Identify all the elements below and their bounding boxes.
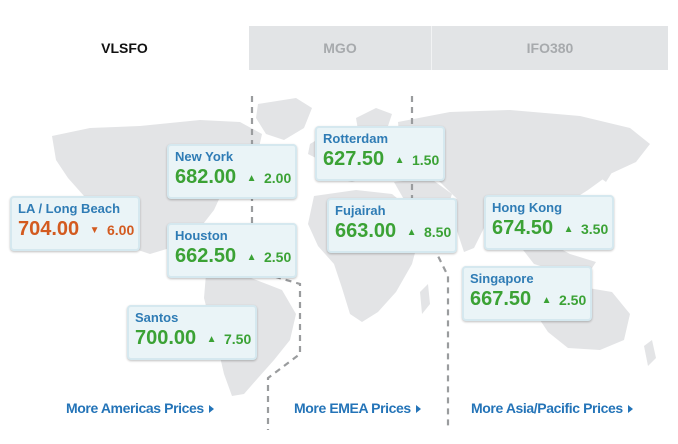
up-arrow-icon: ▲ — [246, 252, 257, 263]
fuel-type-tabs: VLSFO MGO IFO380 — [0, 26, 668, 70]
price-card-la-long-beach[interactable]: LA / Long Beach 704.00 ▼ 6.00 — [10, 196, 140, 251]
price-change: 1.50 — [411, 152, 440, 168]
more-asia-pacific-prices-link[interactable]: More Asia/Pacific Prices — [471, 400, 633, 416]
port-price: 662.50 — [175, 245, 237, 267]
port-price: 700.00 — [135, 327, 197, 349]
price-card-fujairah[interactable]: Fujairah 663.00 ▲ 8.50 — [327, 198, 457, 253]
link-label: More EMEA Prices — [294, 400, 411, 416]
up-arrow-icon: ▲ — [541, 295, 552, 306]
port-name: Rotterdam — [323, 131, 389, 146]
port-name: New York — [175, 149, 234, 164]
down-arrow-icon: ▼ — [89, 225, 100, 236]
port-name: Fujairah — [335, 203, 386, 218]
port-price: 663.00 — [335, 220, 397, 242]
tab-vlsfo[interactable]: VLSFO — [0, 26, 249, 70]
tab-mgo[interactable]: MGO — [249, 26, 432, 70]
price-change: 8.50 — [423, 224, 452, 240]
price-change: 2.50 — [263, 249, 292, 265]
chevron-right-icon — [415, 405, 421, 413]
port-price: 704.00 — [18, 218, 80, 240]
port-name: Houston — [175, 228, 228, 243]
port-name: Hong Kong — [492, 200, 563, 215]
tab-ifo380[interactable]: IFO380 — [432, 26, 668, 70]
port-name: Singapore — [470, 271, 534, 286]
price-card-hong-kong[interactable]: Hong Kong 674.50 ▲ 3.50 — [484, 195, 614, 250]
up-arrow-icon: ▲ — [394, 155, 405, 166]
port-name: LA / Long Beach — [18, 201, 121, 216]
port-price: 667.50 — [470, 288, 532, 310]
more-emea-prices-link[interactable]: More EMEA Prices — [294, 400, 421, 416]
link-label: More Asia/Pacific Prices — [471, 400, 623, 416]
price-change: 2.00 — [263, 170, 292, 186]
price-change: 3.50 — [580, 221, 609, 237]
port-price: 674.50 — [492, 217, 554, 239]
price-card-singapore[interactable]: Singapore 667.50 ▲ 2.50 — [462, 266, 592, 321]
link-label: More Americas Prices — [66, 400, 204, 416]
price-change: 7.50 — [223, 331, 252, 347]
price-change: 6.00 — [106, 222, 135, 238]
price-card-rotterdam[interactable]: Rotterdam 627.50 ▲ 1.50 — [315, 126, 445, 181]
port-price: 627.50 — [323, 148, 385, 170]
port-name: Santos — [135, 310, 179, 325]
price-card-houston[interactable]: Houston 662.50 ▲ 2.50 — [167, 223, 297, 278]
port-price: 682.00 — [175, 166, 237, 188]
price-card-new-york[interactable]: New York 682.00 ▲ 2.00 — [167, 144, 297, 199]
up-arrow-icon: ▲ — [563, 224, 574, 235]
chevron-right-icon — [627, 405, 633, 413]
price-change: 2.50 — [558, 292, 587, 308]
up-arrow-icon: ▲ — [246, 173, 257, 184]
up-arrow-icon: ▲ — [406, 227, 417, 238]
price-card-santos[interactable]: Santos 700.00 ▲ 7.50 — [127, 305, 257, 360]
up-arrow-icon: ▲ — [206, 334, 217, 345]
chevron-right-icon — [208, 405, 214, 413]
more-americas-prices-link[interactable]: More Americas Prices — [66, 400, 214, 416]
